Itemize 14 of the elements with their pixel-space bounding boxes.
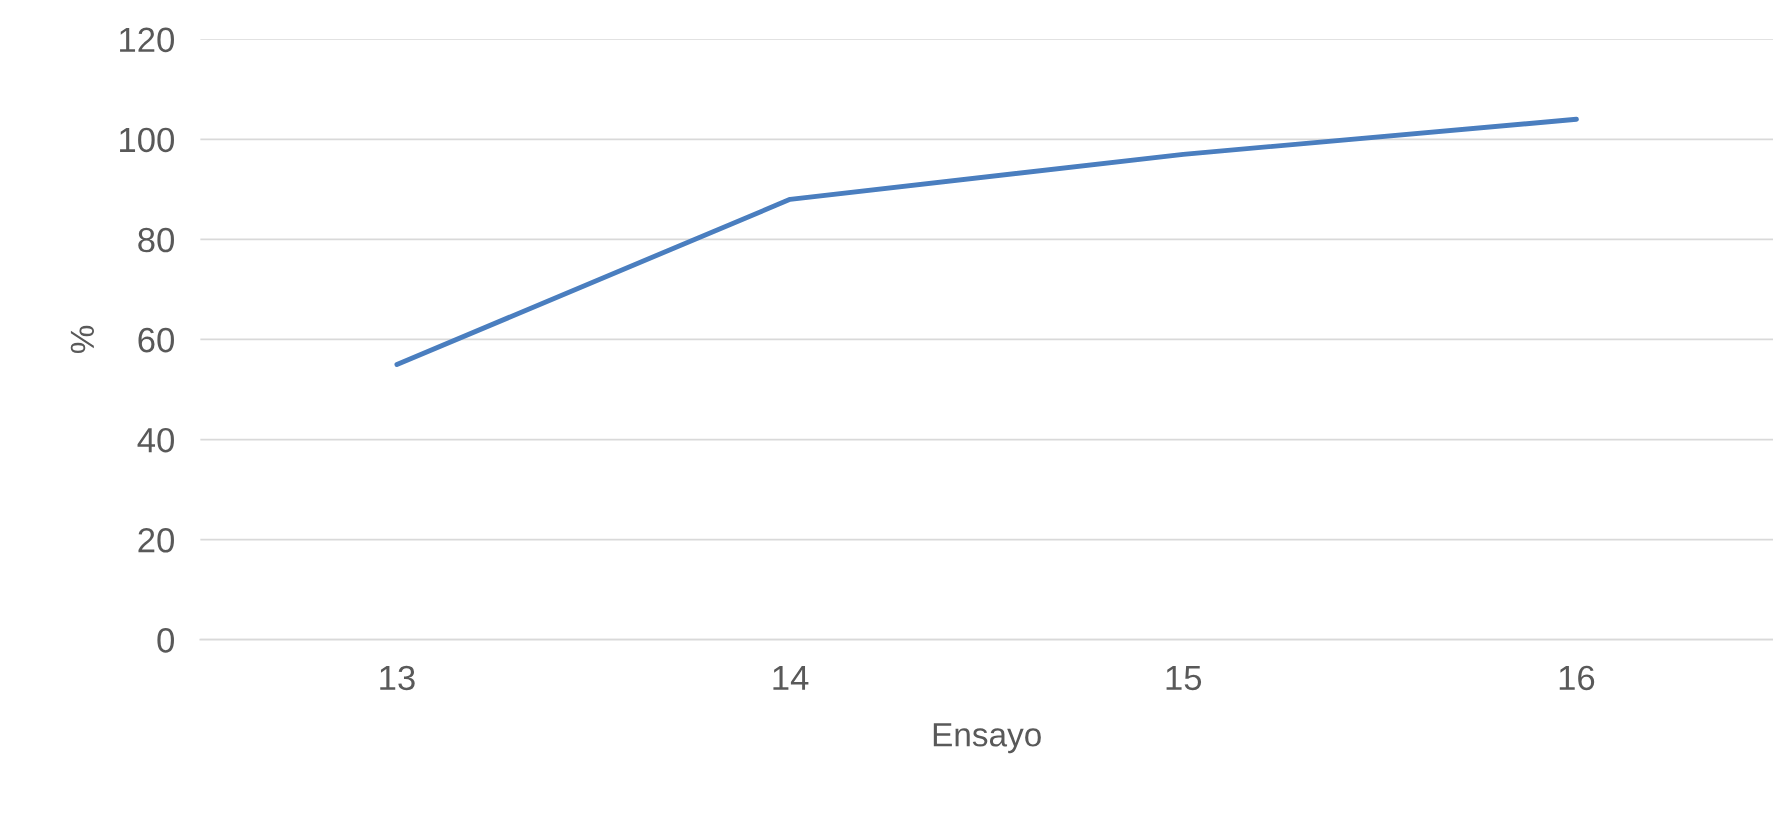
y-tick-label: 40 xyxy=(137,427,174,453)
line-series xyxy=(394,116,1579,367)
x-tick-label: 14 xyxy=(773,665,809,690)
y-tick-label: 60 xyxy=(138,327,174,353)
y-tick-label: 0 xyxy=(157,628,174,653)
y-tick-label: 120 xyxy=(120,27,174,53)
x-axis-title: Ensayo xyxy=(933,723,1041,754)
y-axis-title: % xyxy=(70,325,95,354)
x-tick-label: 13 xyxy=(380,665,415,691)
y-tick-label: 100 xyxy=(120,127,174,153)
y-tick-label: 80 xyxy=(138,227,174,253)
x-tick-label: 16 xyxy=(1559,665,1595,691)
y-tick-label: 20 xyxy=(138,527,174,553)
x-tick-label: 15 xyxy=(1166,665,1202,691)
